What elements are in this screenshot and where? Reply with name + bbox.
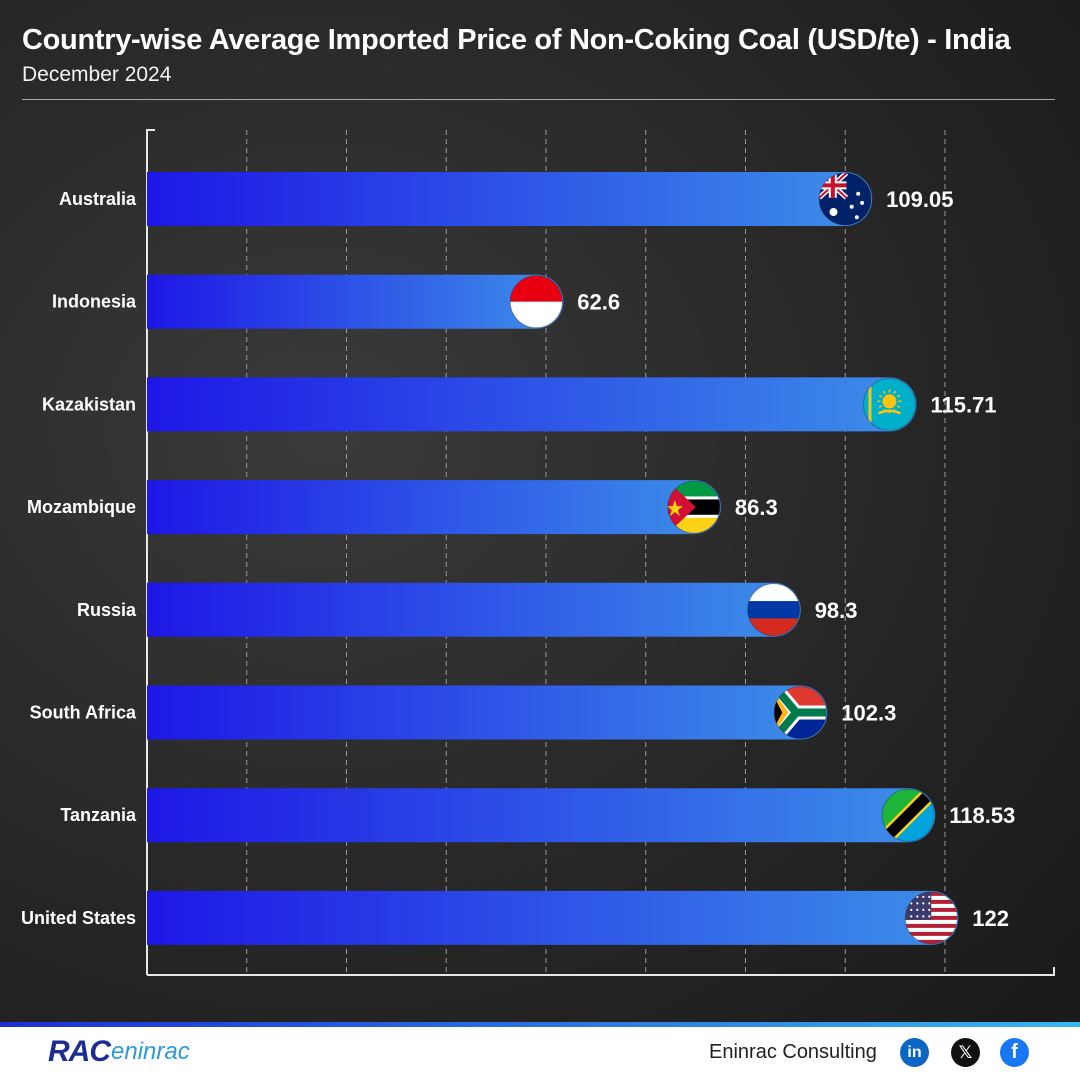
category-label: Tanzania (60, 805, 137, 825)
value-label: 109.05 (886, 187, 953, 212)
value-label: 62.6 (577, 290, 620, 315)
category-label: South Africa (30, 703, 137, 723)
south-africa-flag-icon (773, 686, 827, 739)
category-label: Russia (77, 600, 137, 620)
value-label: 102.3 (841, 701, 896, 726)
bar (147, 685, 828, 740)
indonesia-flag-icon (509, 275, 563, 329)
russia-flag-icon (747, 583, 801, 637)
category-label: United States (21, 908, 136, 928)
chart-title: Country-wise Average Imported Price of N… (22, 24, 1011, 56)
logo-eninrac-text: eninrac (111, 1038, 190, 1065)
bar (147, 377, 917, 432)
united-states-flag-icon (904, 891, 958, 945)
tanzania-flag-icon (881, 788, 935, 842)
value-label: 118.53 (949, 803, 1015, 828)
axes (146, 129, 1055, 976)
y-axis-line (146, 129, 155, 975)
bar (147, 480, 721, 535)
category-label: Australia (59, 189, 137, 209)
logo-rac-text: RAC (48, 1035, 111, 1068)
grid-lines (246, 130, 946, 975)
footer: RAC eninrac Eninrac Consulting in 𝕏 f (0, 1022, 1080, 1080)
category-label: Kazakistan (42, 394, 136, 414)
linkedin-icon[interactable]: in (900, 1038, 929, 1067)
kazakhstan-flag-icon (862, 377, 916, 431)
bar (147, 274, 564, 329)
header-divider (22, 99, 1055, 100)
footer-accent-bar (0, 1022, 1080, 1027)
value-label: 122 (972, 906, 1009, 931)
value-label: 115.71 (930, 392, 996, 417)
category-label: Indonesia (52, 292, 137, 312)
bar (147, 788, 936, 843)
bar (147, 890, 959, 945)
eninrac-logo[interactable]: RAC eninrac (48, 1035, 190, 1068)
bar (147, 582, 801, 637)
category-label: Mozambique (27, 497, 136, 517)
company-name: Eninrac Consulting (709, 1041, 877, 1063)
chart-header: Country-wise Average Imported Price of N… (22, 24, 1062, 87)
bar-chart: Australia 109.05 Indonesia 62.6 Kazakistan 11… (21, 129, 1055, 976)
bars: Australia 109.05 Indonesia 62.6 Kazakistan 11… (21, 172, 1015, 945)
bar (147, 172, 873, 226)
facebook-icon[interactable]: f (1000, 1038, 1029, 1067)
value-label: 98.3 (815, 598, 858, 623)
australia-flag-icon (818, 172, 872, 226)
mozambique-flag-icon (667, 480, 721, 534)
value-label: 86.3 (735, 495, 778, 520)
x-icon[interactable]: 𝕏 (951, 1038, 980, 1067)
chart-subtitle: December 2024 (22, 63, 172, 86)
x-axis-line (147, 967, 1055, 976)
